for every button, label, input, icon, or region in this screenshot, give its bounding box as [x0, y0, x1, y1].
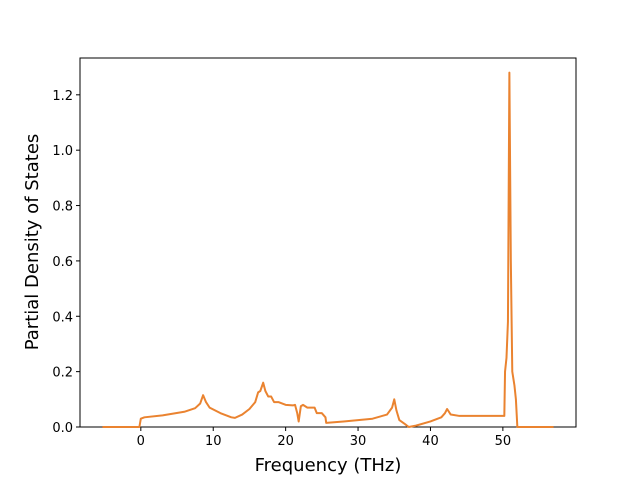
- x-tick-label: 30: [350, 434, 367, 449]
- x-tick-label: 20: [277, 434, 294, 449]
- x-axis-label: Frequency (THz): [255, 455, 402, 476]
- y-tick-label: 1.2: [52, 89, 73, 104]
- line-series: [102, 71, 554, 428]
- plot-frame: [79, 57, 577, 428]
- y-tick-label: 0.4: [52, 310, 73, 325]
- y-tick-label: 0.6: [52, 255, 73, 270]
- y-tick-label: 0.2: [52, 366, 73, 381]
- y-axis-label: Partial Density of States: [22, 134, 43, 351]
- y-tick-label: 0.0: [52, 421, 73, 436]
- x-tick-label: 50: [495, 434, 512, 449]
- y-tick-label: 1.0: [52, 144, 73, 159]
- x-tick-label: 10: [205, 434, 222, 449]
- x-tick-label: 40: [422, 434, 439, 449]
- x-tick-label: 0: [137, 434, 145, 449]
- y-tick-label: 0.8: [52, 200, 73, 215]
